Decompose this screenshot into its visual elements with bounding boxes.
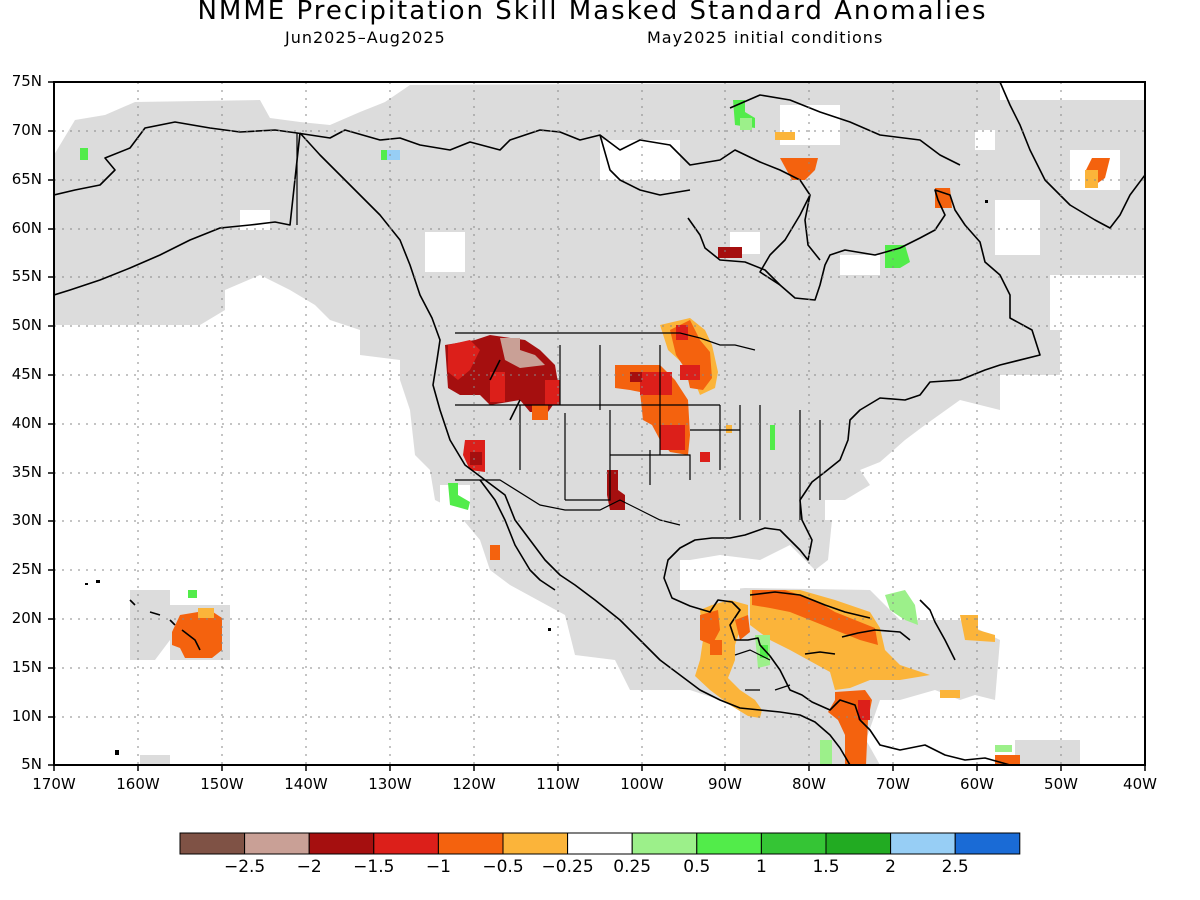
lat-label: 10N (11, 707, 42, 725)
legend-swatch (696, 832, 762, 855)
lat-label: 65N (11, 170, 42, 188)
anomaly-arctic-wet (385, 150, 400, 160)
anomaly-hudson-dry (718, 247, 742, 258)
mask-gaps (240, 105, 1120, 590)
legend-label: 0.5 (683, 857, 711, 877)
legend-label: 2 (885, 857, 897, 877)
legend-swatch (502, 832, 569, 855)
lon-label: 120W (452, 775, 496, 793)
lon-label: 80W (792, 775, 826, 793)
anomaly-caribbean-wet (885, 590, 918, 625)
legend-label: 0.25 (613, 857, 652, 877)
legend-label: 2.5 (941, 857, 969, 877)
legend-swatch (373, 832, 439, 855)
legend-label: 1.5 (812, 857, 840, 877)
lon-label: 90W (708, 775, 742, 793)
legend-swatch (825, 832, 892, 855)
political-borders (296, 133, 821, 691)
legend-label: −0.25 (541, 857, 594, 877)
lat-label: 55N (11, 267, 42, 285)
lat-label: 20N (11, 609, 42, 627)
small-islands (85, 200, 988, 755)
anomaly-cuba-dry (752, 590, 878, 645)
lon-label: 40W (1123, 775, 1157, 793)
legend-label: −1.5 (353, 857, 395, 877)
lat-label: 15N (11, 658, 42, 676)
lon-label: 150W (200, 775, 244, 793)
legend-swatch (437, 832, 504, 855)
legend-label: −2.5 (223, 857, 266, 877)
valid-period: Jun2025–Aug2025 (285, 28, 446, 47)
lat-label: 50N (11, 316, 42, 334)
lon-label: 170W (32, 775, 76, 793)
legend-swatch (308, 832, 375, 855)
lat-label: 30N (11, 511, 42, 529)
lon-label: 70W (876, 775, 910, 793)
axis-ticks (48, 81, 1146, 771)
legend-label: −1 (425, 857, 451, 877)
lat-label: 45N (11, 365, 42, 383)
lat-label: 75N (11, 72, 42, 90)
lat-label: 35N (11, 463, 42, 481)
lon-label: 110W (536, 775, 580, 793)
anomaly-hawaii-dry (172, 610, 222, 658)
legend-swatch (760, 832, 827, 855)
lon-label: 160W (116, 775, 160, 793)
anomaly-caribbean-slightly-dry (750, 590, 930, 690)
lon-label: 60W (960, 775, 994, 793)
graticule (54, 82, 1145, 765)
anomaly-idaho-very-dry (500, 338, 545, 368)
lon-label: 50W (1044, 775, 1078, 793)
initial-conditions: May2025 initial conditions (647, 28, 884, 47)
anomaly-baja-wet (448, 483, 470, 510)
legend-swatch (954, 832, 1021, 855)
legend-swatch (890, 832, 956, 855)
legend-label: 1 (755, 857, 767, 877)
lat-label: 60N (11, 219, 42, 237)
coastlines (54, 82, 1145, 765)
lat-label: 25N (11, 560, 42, 578)
lon-label: 100W (620, 775, 664, 793)
legend-swatch (179, 832, 246, 855)
lon-label: 130W (368, 775, 412, 793)
legend-swatch (567, 832, 633, 855)
lon-label: 140W (284, 775, 328, 793)
lat-label: 5N (21, 755, 42, 773)
legend-label: −2 (296, 857, 322, 877)
legend-swatch (631, 832, 698, 855)
anomaly-pnw-moderate-dry (448, 340, 480, 380)
legend-label: −0.5 (482, 857, 524, 877)
map-title: NMME Precipitation Skill Masked Standard… (197, 0, 988, 26)
lat-label: 70N (11, 121, 42, 139)
lat-label: 40N (11, 414, 42, 432)
legend-swatch (244, 832, 310, 855)
